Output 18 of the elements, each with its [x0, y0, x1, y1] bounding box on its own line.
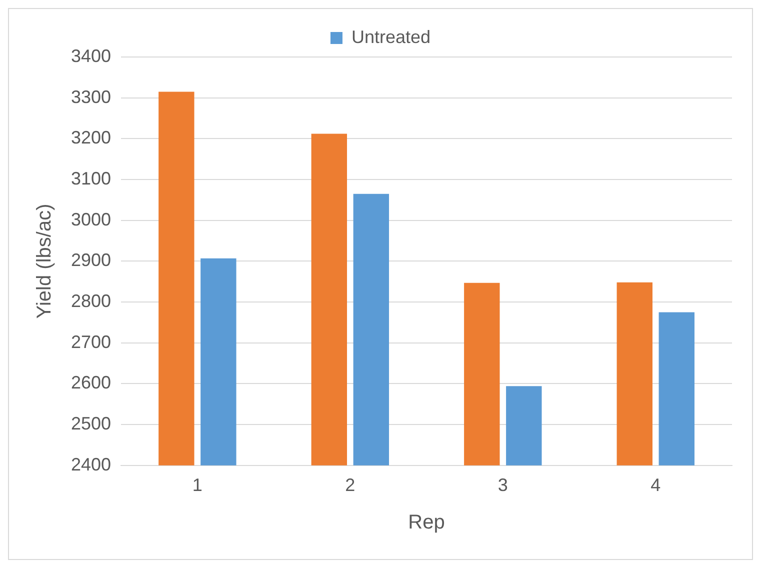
x-tick-label: 2 — [345, 475, 356, 496]
y-axis-title: Yield (lbs/ac) — [34, 204, 56, 319]
y-tick-label: 2400 — [70, 454, 112, 474]
y-tick-label: 2700 — [70, 332, 112, 352]
y-tick-label: 2900 — [70, 250, 112, 270]
x-tick-label: 3 — [498, 475, 508, 496]
x-axis-title: Rep — [408, 512, 445, 534]
y-tick-label: 3100 — [70, 168, 112, 188]
y-tick-label: 3000 — [70, 209, 112, 230]
y-tick-label: 2600 — [70, 372, 112, 393]
y-tick-label: 3300 — [70, 86, 112, 107]
x-tick-label: 1 — [192, 475, 202, 496]
y-tick-label: 3400 — [70, 46, 112, 66]
legend-label: Untreated — [351, 26, 431, 47]
y-tick-label: 2800 — [70, 291, 112, 312]
x-tick-label: 4 — [650, 475, 661, 496]
y-tick-label: 2500 — [70, 414, 112, 434]
y-tick-label: 3200 — [70, 128, 112, 148]
